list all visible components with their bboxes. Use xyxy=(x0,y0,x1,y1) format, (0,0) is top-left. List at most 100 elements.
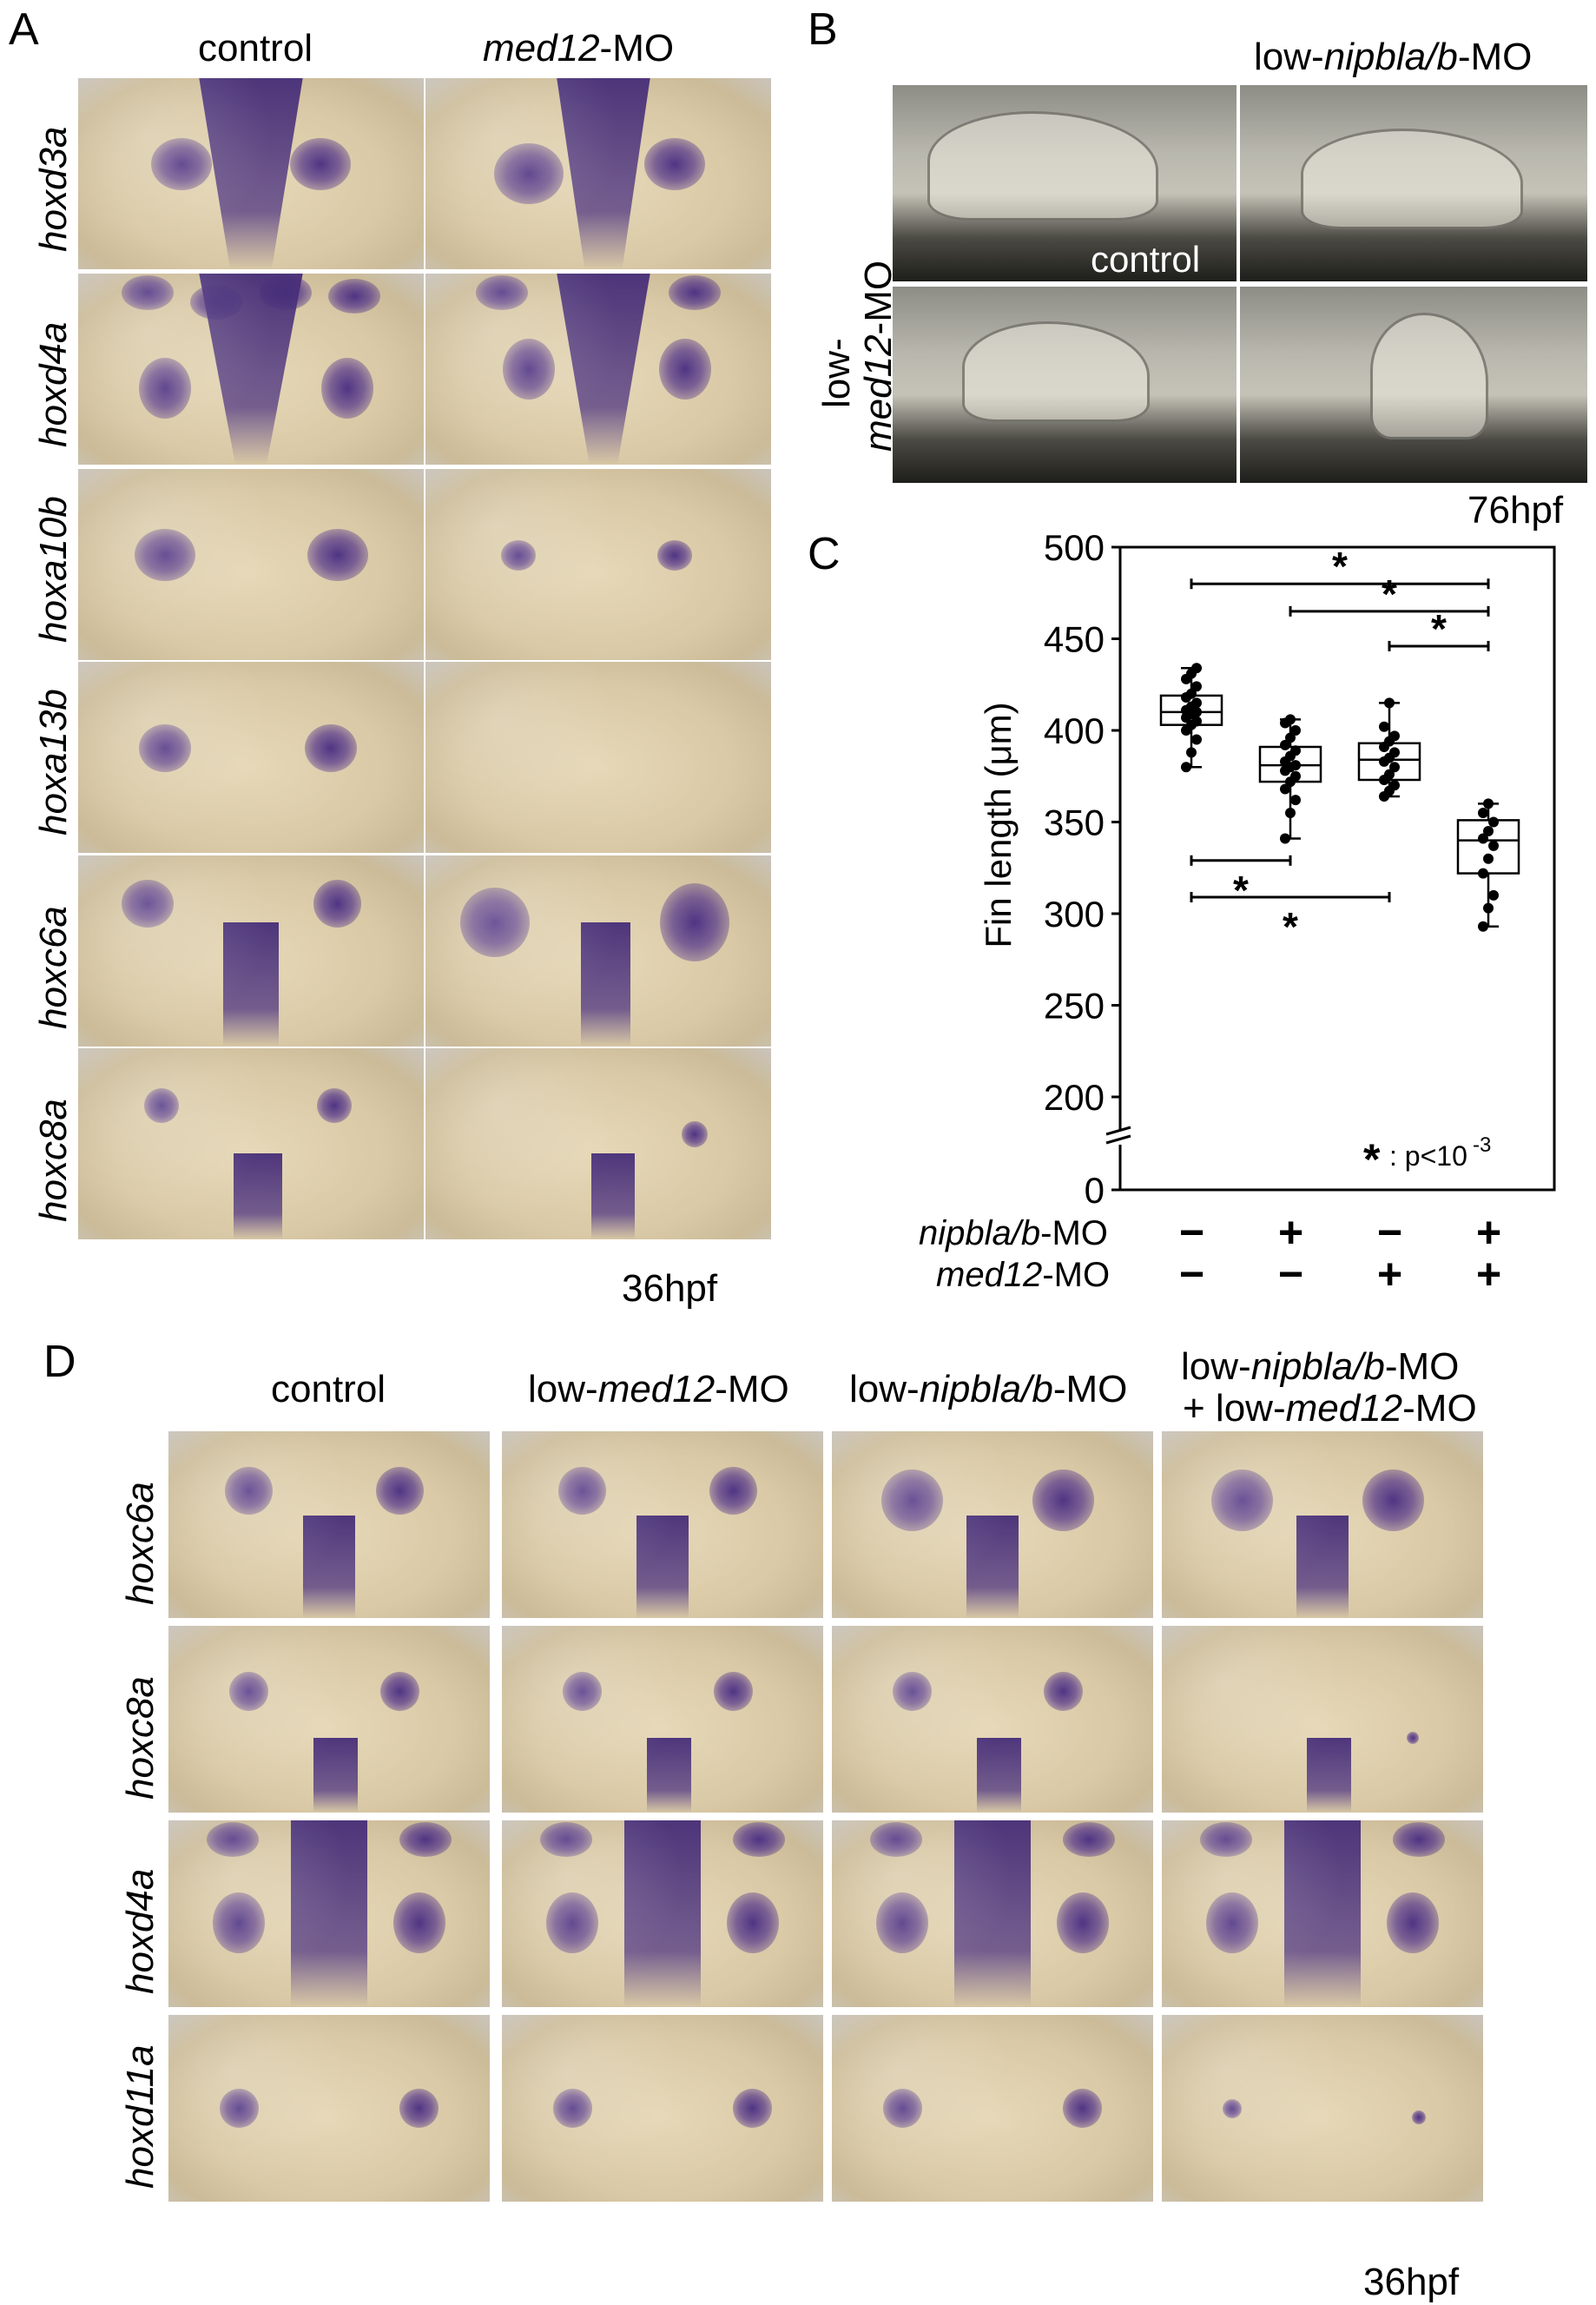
in-situ-embryo-image xyxy=(832,2015,1153,2202)
expression-domain xyxy=(733,1821,785,1857)
panel-a-gene-label-hoxd3a: hoxd3a xyxy=(32,126,75,252)
expression-domain xyxy=(213,1892,266,1954)
expression-domain xyxy=(1393,1821,1445,1857)
neural-tube-expression xyxy=(623,1820,702,2007)
in-situ-embryo-image xyxy=(425,78,771,269)
panel-a-col-med12: med12-MO xyxy=(483,30,674,68)
neural-tube-expression xyxy=(1283,1820,1362,2007)
expression-domain xyxy=(669,275,722,310)
fin-length-boxplot: 0 200 250 300 350 400 450 500 Fin length (μm) * * *… xyxy=(978,527,1556,1211)
panel-d-stage: 36hpf xyxy=(1363,2261,1460,2303)
expression-domain xyxy=(558,1467,606,1516)
data-point xyxy=(1290,795,1301,806)
gene-name: nipbla/b xyxy=(919,1214,1041,1252)
neural-tube-expression xyxy=(1296,1515,1349,1618)
neural-tube-expression xyxy=(581,922,631,1047)
data-point xyxy=(1478,807,1488,818)
panel-d-gene-label-hoxd11a: hoxd11a xyxy=(119,2044,162,2189)
gene-med12: med12 xyxy=(597,1368,716,1410)
expression-domain xyxy=(876,1892,929,1954)
fin-inset-control-label: control xyxy=(1091,239,1201,280)
gene-nipbla-b: nipbla/b xyxy=(1323,36,1458,78)
in-situ-embryo-image xyxy=(1162,1431,1483,1618)
expression-domain xyxy=(375,1467,424,1516)
panel-d-gene-label-hoxc8a: hoxc8a xyxy=(119,1676,162,1800)
data-point xyxy=(1186,688,1197,699)
fin-shape xyxy=(1370,313,1488,439)
expression-domain xyxy=(121,879,174,928)
expression-domain xyxy=(229,1671,268,1711)
expression-domain xyxy=(870,1821,922,1857)
data-point xyxy=(1483,853,1494,864)
in-situ-embryo-image xyxy=(832,1820,1153,2007)
panel-b-letter: B xyxy=(808,4,838,55)
data-point xyxy=(1191,697,1202,709)
panel-d-col-low-med12: low-med12-MO xyxy=(528,1370,789,1409)
in-situ-embryo-image xyxy=(1162,1626,1483,1813)
in-situ-embryo-image xyxy=(502,1626,823,1813)
neural-tube-expression xyxy=(953,1820,1032,2007)
expression-domain xyxy=(190,285,243,320)
expression-domain xyxy=(121,275,174,310)
gene-name: med12 xyxy=(936,1256,1043,1294)
low-prefix: low- xyxy=(1181,1345,1251,1388)
expression-domain xyxy=(307,529,368,581)
note-text: : p<10 xyxy=(1389,1140,1467,1172)
expression-domain xyxy=(1056,1892,1109,1954)
note-star: * xyxy=(1363,1135,1381,1184)
data-point xyxy=(1488,840,1499,851)
expression-domain xyxy=(540,1821,592,1857)
y-tick-label: 250 xyxy=(1044,986,1105,1027)
expression-domain xyxy=(321,358,374,419)
plus-sign: + xyxy=(1476,1208,1502,1257)
expression-domain xyxy=(546,1892,599,1954)
expression-domain xyxy=(1386,1892,1439,1954)
expression-domain xyxy=(1200,1821,1252,1857)
fin-image-control xyxy=(893,85,1237,281)
expression-domain xyxy=(328,279,381,314)
fin-shape xyxy=(962,321,1150,422)
mo-suffix: -MO xyxy=(857,260,900,335)
panel-d-gene-label-hoxd4a: hoxd4a xyxy=(119,1868,162,1994)
data-point xyxy=(1384,697,1395,709)
panel-a-gene-label-hoxd4a: hoxd4a xyxy=(32,321,75,447)
in-situ-embryo-image xyxy=(168,1626,490,1813)
expression-domain xyxy=(1032,1469,1095,1532)
expression-domain xyxy=(1210,1469,1274,1532)
in-situ-embryo-image xyxy=(425,469,771,660)
data-point xyxy=(1478,868,1488,879)
neural-tube-expression xyxy=(199,78,303,269)
minus-sign: − xyxy=(1179,1250,1205,1298)
in-situ-embryo-image xyxy=(832,1431,1153,1618)
expression-domain xyxy=(563,1671,602,1711)
expression-domain xyxy=(399,1821,452,1857)
fin-image-double xyxy=(1240,287,1587,483)
y-tick-label: 400 xyxy=(1044,710,1105,751)
data-point xyxy=(1186,747,1197,758)
neural-tube-expression xyxy=(313,1738,359,1813)
expression-domain xyxy=(1412,2110,1426,2125)
panel-d-col-double-line1: low-nipbla/b-MO xyxy=(1181,1348,1459,1386)
significance-star: * xyxy=(1283,904,1298,949)
neural-tube-expression xyxy=(966,1515,1019,1618)
panel-c-letter: C xyxy=(808,529,841,579)
gene-med12: med12 xyxy=(857,334,900,452)
note-exponent: -3 xyxy=(1473,1133,1491,1157)
neural-tube-expression xyxy=(557,274,650,465)
in-situ-embryo-image xyxy=(425,274,771,465)
expression-domain xyxy=(304,723,357,772)
mo-suffix: -MO xyxy=(1052,1368,1128,1410)
minus-sign: − xyxy=(1179,1208,1205,1257)
panel-b-nipbl-label: low-nipbla/b-MO xyxy=(1254,38,1532,76)
neural-tube-expression xyxy=(234,1153,282,1239)
in-situ-embryo-image xyxy=(78,855,424,1047)
in-situ-embryo-image xyxy=(168,2015,490,2202)
data-point xyxy=(1285,807,1296,818)
in-situ-embryo-image xyxy=(425,855,771,1047)
in-situ-embryo-image xyxy=(832,1626,1153,1813)
expression-domain xyxy=(1063,2089,1103,2128)
data-point xyxy=(1483,826,1494,837)
y-tick-label: 200 xyxy=(1044,1077,1105,1118)
panel-b-side-label: low- med12-MO xyxy=(815,260,900,452)
fin-image-low-med12 xyxy=(893,287,1237,483)
